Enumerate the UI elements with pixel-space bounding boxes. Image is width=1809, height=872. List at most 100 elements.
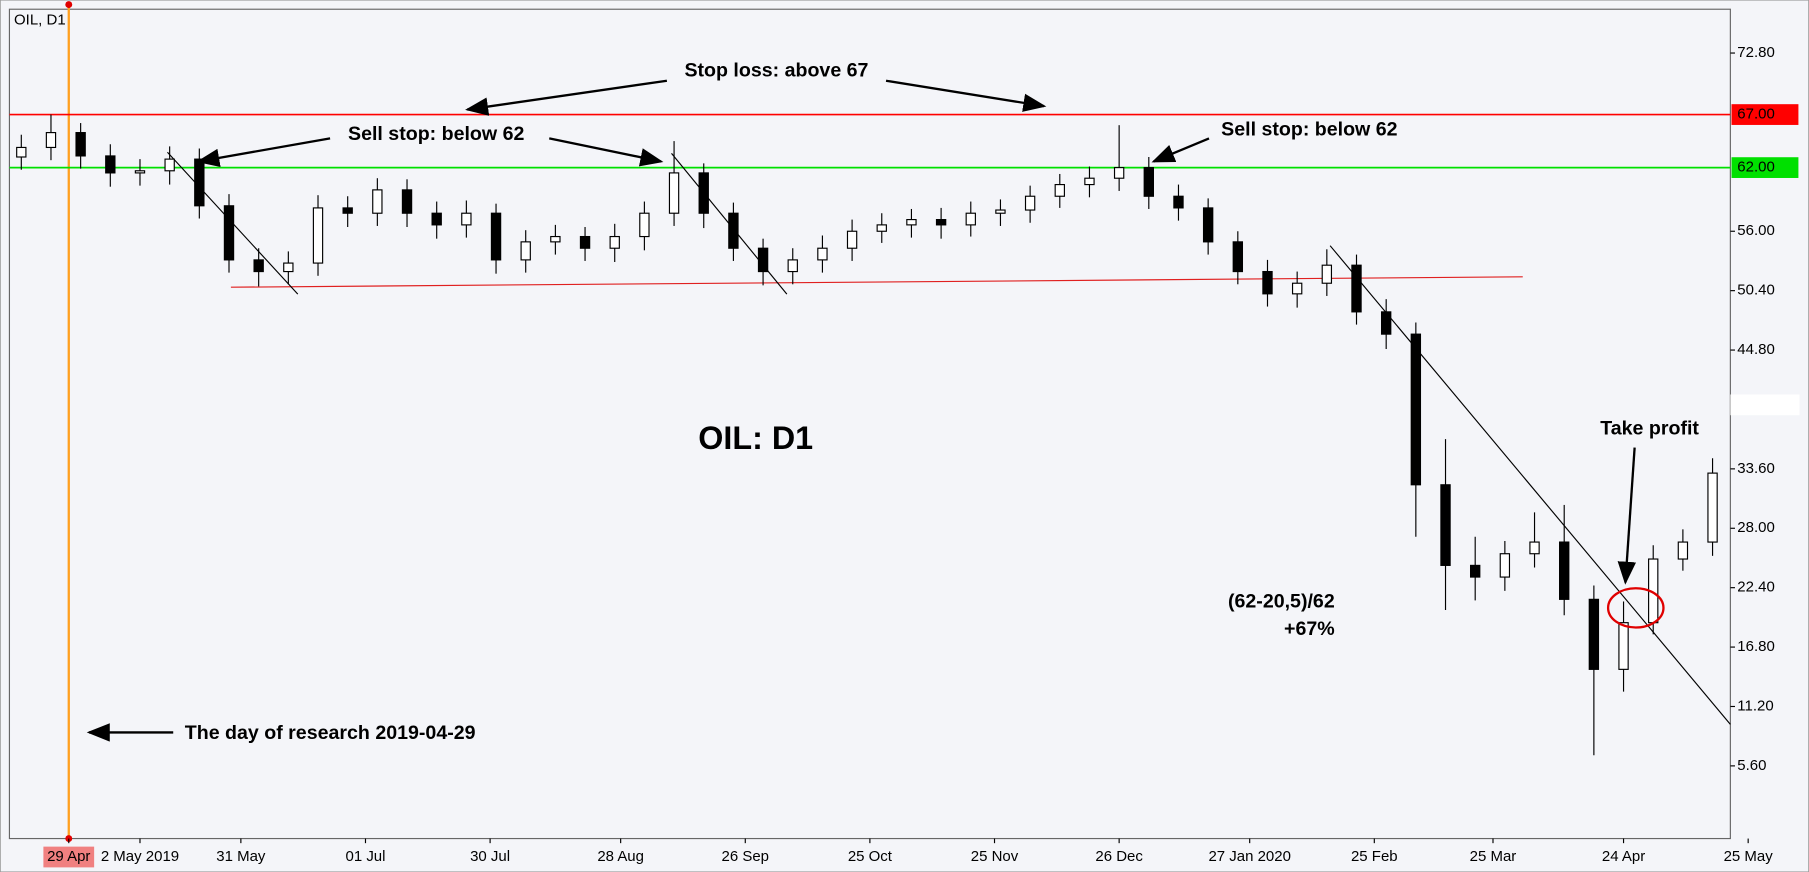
candle-body	[787, 259, 798, 273]
candle-body	[1529, 541, 1540, 555]
y-tick-label: 28.00	[1737, 519, 1775, 536]
candle-body	[45, 132, 57, 149]
candle-body	[16, 146, 27, 158]
support-line	[230, 276, 1523, 288]
annotation: OIL: D1	[698, 420, 813, 456]
candle-body	[1588, 598, 1600, 670]
candle-body	[817, 247, 828, 261]
y-tick-label: 44.80	[1737, 341, 1775, 358]
annotation: Sell stop: below 62	[348, 123, 524, 145]
plot-frame	[8, 8, 1731, 840]
candle-body	[1380, 311, 1392, 335]
annotation: Stop loss: above 67	[684, 60, 868, 82]
y-tick-label: 72.80	[1737, 44, 1775, 61]
highlight-label-bg	[43, 846, 95, 868]
candle-body	[906, 219, 917, 226]
candle-body	[1143, 167, 1154, 197]
candle-body	[75, 132, 86, 157]
candle-body	[1321, 264, 1333, 284]
candle-body	[1469, 564, 1481, 578]
candle-body	[401, 189, 413, 214]
candle-body	[1024, 195, 1036, 211]
candle-body	[1084, 177, 1095, 186]
candle-body	[846, 230, 858, 249]
candle-body	[1677, 541, 1689, 560]
grid-layer	[9, 4, 1731, 839]
candle-body	[253, 259, 264, 273]
candle-body	[1173, 195, 1184, 209]
candle-body	[579, 235, 591, 249]
x-tick-label: 27 Jan 2020	[1208, 848, 1291, 865]
arrow	[465, 79, 668, 116]
candle-body	[283, 262, 294, 273]
candle-body	[1351, 264, 1362, 313]
arrow	[196, 137, 331, 167]
candle-body	[757, 247, 769, 273]
candle-body	[342, 207, 353, 214]
chart-title: OIL, D1	[14, 12, 66, 29]
candle-body	[698, 172, 709, 214]
candle-body	[728, 212, 739, 249]
candle-body	[1262, 270, 1273, 295]
candle-body	[194, 158, 205, 207]
candle-body	[965, 212, 976, 226]
candle-body	[639, 212, 650, 238]
candle-body	[223, 205, 235, 261]
x-tick-label: 25 Nov	[971, 848, 1019, 865]
y-tick-label: 50.40	[1737, 282, 1775, 299]
y-tick-label: 11.20	[1737, 697, 1773, 714]
x-tick-label: 31 May	[216, 848, 266, 865]
y-tick-label: 22.40	[1737, 579, 1775, 596]
candle-body	[105, 155, 116, 174]
level-label: 67.00	[1737, 106, 1775, 123]
y-tick-label: 5.60	[1737, 757, 1766, 774]
candle-body	[668, 172, 680, 214]
x-tick-label: 30 Jul	[470, 848, 510, 865]
candle-body	[876, 224, 887, 232]
x-tick-label: 25 May	[1724, 848, 1774, 865]
candle-body	[1499, 553, 1511, 578]
candle-body	[1291, 282, 1303, 295]
x-tick-label: 28 Aug	[597, 848, 644, 865]
highlight-ellipse	[1606, 587, 1665, 629]
candle-body	[1054, 183, 1065, 197]
candle-body	[490, 212, 502, 261]
x-tick-label: 25 Oct	[848, 848, 893, 865]
candle-body	[609, 235, 620, 249]
annotation: +67%	[1284, 618, 1335, 640]
candle-body	[935, 219, 947, 226]
candle-body	[1202, 207, 1214, 243]
annotation: The day of research 2019-04-29	[185, 722, 476, 744]
candle-body	[1559, 541, 1570, 600]
x-tick-label: 01 Jul	[345, 848, 385, 865]
y-tick-label: 33.60	[1737, 460, 1775, 477]
arrow	[885, 79, 1047, 112]
candle-body	[164, 158, 175, 172]
candle-body	[1113, 167, 1125, 179]
x-tick-label: 26 Sep	[722, 848, 770, 865]
x-tick-label: 2 May 2019	[101, 848, 179, 865]
arrow	[549, 137, 664, 167]
candle-body	[520, 241, 531, 261]
x-tick-label: 29 Apr	[47, 848, 90, 865]
x-tick-label: 25 Mar	[1470, 848, 1517, 865]
annotation: Sell stop: below 62	[1221, 119, 1397, 141]
annotation: Take profit	[1600, 417, 1699, 439]
x-tick-label: 25 Feb	[1351, 848, 1398, 865]
level-label-bg	[1731, 104, 1799, 125]
candle-body	[134, 170, 146, 174]
candle-body	[1440, 484, 1451, 566]
level-label: 62.00	[1737, 159, 1775, 176]
candle-body	[1232, 241, 1244, 273]
candle-body	[550, 235, 561, 243]
candle-body	[372, 189, 383, 214]
x-tick-label: 24 Apr	[1602, 848, 1645, 865]
candle-body	[1618, 622, 1629, 670]
candle-body	[995, 209, 1006, 214]
trend-line	[1329, 245, 1731, 725]
arrow	[1617, 447, 1637, 585]
level-label-bg	[1731, 157, 1799, 178]
arrow	[1151, 137, 1210, 163]
